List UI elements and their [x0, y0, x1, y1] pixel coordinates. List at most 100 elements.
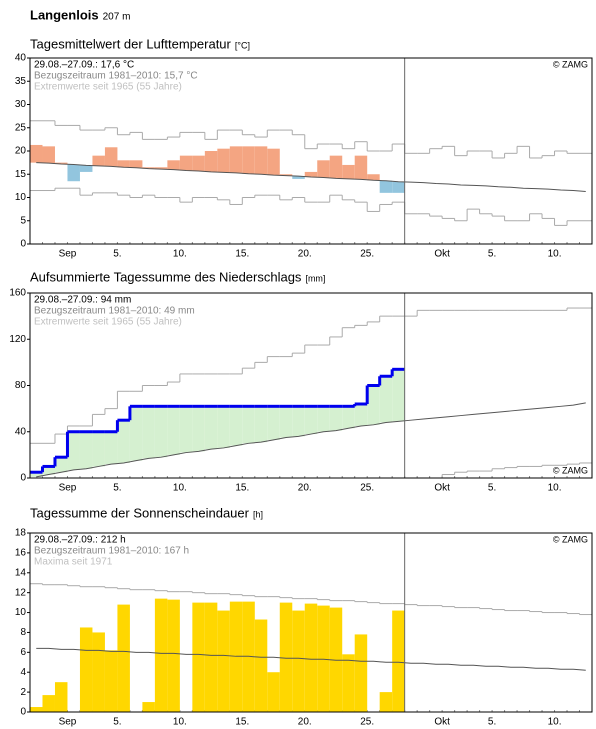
- surplus-area: [392, 369, 405, 422]
- bar: [92, 632, 105, 712]
- y-tick-label: 20: [15, 146, 27, 157]
- surplus-area: [242, 406, 255, 444]
- y-tick-label: 10: [15, 607, 27, 618]
- y-tick-label: 0: [20, 239, 26, 250]
- surplus-area: [67, 431, 80, 470]
- x-tick-label: 25.: [360, 483, 374, 494]
- anomaly-bar: [104, 147, 118, 167]
- y-tick-label: 0: [20, 473, 26, 484]
- surplus-area: [179, 406, 193, 453]
- anomaly-bar: [329, 155, 343, 179]
- x-tick-label: Sep: [59, 483, 77, 494]
- info-text: 29.08.–27.09.: 212 h: [34, 535, 126, 546]
- anomaly-bar: [167, 160, 180, 170]
- anomaly-bar: [354, 155, 368, 180]
- chart-title: Aufsummierte Tagessumme des Niederschlag…: [30, 269, 302, 284]
- surplus-area: [92, 431, 105, 467]
- surplus-area: [142, 406, 155, 459]
- bar: [217, 610, 230, 712]
- plot-area: [30, 58, 592, 244]
- surplus-area: [317, 406, 330, 432]
- copyright: © ZAMG: [553, 59, 588, 69]
- y-tick-label: 8: [20, 627, 26, 638]
- anomaly-bar: [304, 171, 318, 178]
- surplus-area: [104, 431, 118, 465]
- info-text: Extremwerte seit 1965 (55 Jahre): [34, 82, 182, 93]
- chart-unit: [h]: [253, 509, 263, 519]
- info-text: Bezugszeitraum 1981–2010: 167 h: [34, 546, 189, 557]
- surplus-area: [267, 406, 280, 440]
- x-tick-label: 10.: [548, 249, 562, 260]
- x-tick-label: Sep: [59, 249, 77, 260]
- surplus-area: [117, 420, 130, 463]
- bar: [354, 634, 368, 712]
- x-tick-label: 15.: [235, 249, 249, 260]
- chart-unit: [mm]: [305, 273, 325, 283]
- y-tick-label: 80: [15, 380, 27, 391]
- bar: [192, 602, 205, 712]
- bar: [267, 672, 280, 712]
- y-tick-label: 12: [15, 587, 27, 598]
- surplus-area: [54, 457, 68, 473]
- bar: [54, 682, 68, 712]
- x-tick-label: 10.: [173, 717, 187, 728]
- surplus-area: [154, 406, 168, 458]
- anomaly-bar: [367, 174, 380, 181]
- copyright: © ZAMG: [553, 534, 588, 544]
- x-tick-label: 5.: [488, 483, 496, 494]
- y-tick-label: 4: [20, 667, 26, 678]
- x-tick-label: 20.: [298, 249, 312, 260]
- surplus-area: [342, 406, 355, 429]
- surplus-area: [30, 472, 43, 477]
- surplus-area: [129, 406, 143, 461]
- reference-line: [36, 647, 586, 671]
- anomaly-bar: [67, 164, 80, 182]
- chart-unit: [°C]: [235, 40, 250, 50]
- bar: [304, 603, 318, 712]
- reference-line: [36, 402, 586, 478]
- anomaly-bar: [92, 155, 105, 166]
- y-tick-label: 16: [15, 548, 27, 559]
- y-tick-label: 30: [15, 99, 27, 110]
- y-tick-label: 2: [20, 687, 26, 698]
- bar: [167, 599, 180, 712]
- x-tick-label: Okt: [434, 717, 450, 728]
- reference-line: [36, 162, 586, 192]
- surplus-area: [254, 406, 268, 443]
- bar: [142, 702, 155, 712]
- bar: [30, 707, 43, 712]
- surplus-area: [292, 406, 305, 437]
- anomaly-bar: [192, 155, 205, 171]
- y-tick-label: 160: [9, 288, 26, 299]
- x-tick-label: 25.: [360, 249, 374, 260]
- surplus-area: [167, 406, 180, 455]
- bar: [392, 610, 405, 712]
- x-tick-label: 10.: [548, 483, 562, 494]
- bar: [254, 619, 268, 712]
- anomaly-bar: [129, 160, 143, 168]
- station-name: Langenlois: [30, 7, 99, 22]
- anomaly-bar: [54, 162, 68, 165]
- surplus-area: [204, 406, 218, 450]
- x-tick-label: Sep: [59, 717, 77, 728]
- y-tick-label: 6: [20, 647, 26, 658]
- chart-title: Tagessumme der Sonnenscheindauer: [30, 505, 250, 520]
- chart-title: Tagesmittelwert der Lufttemperatur: [30, 36, 232, 51]
- bar: [342, 654, 355, 712]
- anomaly-bar: [117, 160, 130, 168]
- plot-frame: [29, 292, 593, 479]
- info-text: Bezugszeitraum 1981–2010: 49 mm: [34, 306, 195, 317]
- anomaly-bar: [379, 180, 393, 193]
- anomaly-bar: [142, 167, 155, 169]
- bar: [117, 604, 130, 712]
- surplus-area: [304, 406, 318, 435]
- x-tick-label: 15.: [235, 717, 249, 728]
- y-tick-label: 40: [15, 53, 27, 64]
- info-text: 29.08.–27.09.: 94 mm: [34, 295, 131, 306]
- anomaly-bar: [254, 146, 268, 175]
- x-tick-label: 15.: [235, 483, 249, 494]
- x-tick-label: 10.: [173, 249, 187, 260]
- bar: [42, 695, 55, 712]
- bar: [379, 692, 393, 712]
